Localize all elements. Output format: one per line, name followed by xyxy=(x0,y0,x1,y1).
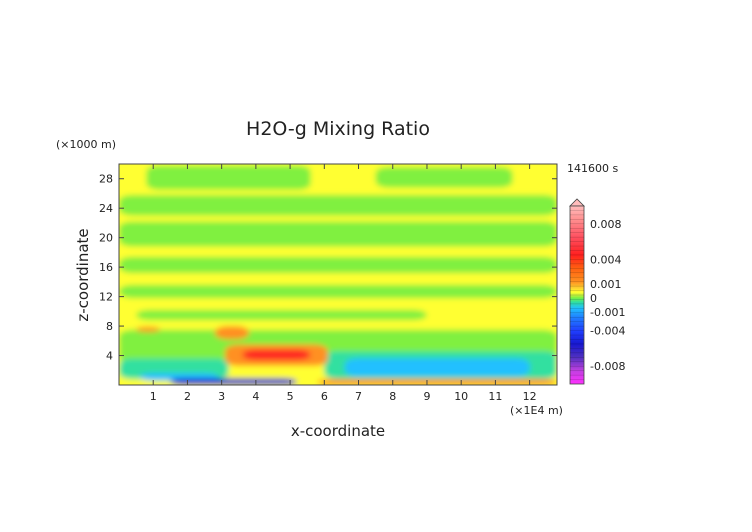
colorbar-label: 0.004 xyxy=(590,253,622,266)
y-tick-label: 20 xyxy=(99,232,113,245)
colorbar-label: -0.001 xyxy=(590,306,625,319)
contour-region xyxy=(136,326,161,332)
x-tick-label: 9 xyxy=(423,390,430,403)
x-tick-label: 12 xyxy=(523,390,537,403)
x-tick-label: 3 xyxy=(218,390,225,403)
colorbar-scale xyxy=(569,205,585,385)
y-axis: 4 8 12 16 20 24 28 xyxy=(99,173,557,363)
x-tick-label: 11 xyxy=(488,390,502,403)
contour-region xyxy=(242,349,311,360)
contour-region xyxy=(119,221,557,247)
contour-region xyxy=(119,256,557,274)
x-tick-label: 4 xyxy=(252,390,259,403)
plot-area xyxy=(119,164,557,385)
y-axis-label: z-coordinate xyxy=(74,228,92,321)
contour-region xyxy=(214,326,250,340)
colorbar-label: 0.001 xyxy=(590,278,622,291)
y-tick-label: 4 xyxy=(106,350,113,363)
contour-region xyxy=(136,309,427,321)
colorbar-label: 0.008 xyxy=(590,218,622,231)
x-tick-label: 7 xyxy=(355,390,362,403)
x-tick-label: 1 xyxy=(150,390,157,403)
x-axis: 1 2 3 4 5 6 7 8 9 10 11 12 xyxy=(150,164,537,403)
contour-region xyxy=(317,379,557,385)
contour-region xyxy=(146,165,311,190)
x-tick-label: 5 xyxy=(287,390,294,403)
y-tick-label: 28 xyxy=(99,173,113,186)
contour-region xyxy=(119,194,557,216)
x-unit-label: (×1E4 m) xyxy=(510,404,563,417)
x-axis-label: x-coordinate xyxy=(291,422,385,440)
contour-region xyxy=(170,378,297,385)
time-label: 141600 s xyxy=(567,162,618,175)
chart-title: H2O-g Mixing Ratio xyxy=(246,118,430,140)
colorbar-label: 0 xyxy=(590,292,597,305)
y-tick-label: 16 xyxy=(99,261,113,274)
contour-region xyxy=(119,284,557,299)
colorbar-top-arrow xyxy=(569,198,585,207)
y-tick-label: 24 xyxy=(99,202,113,215)
x-tick-label: 8 xyxy=(389,390,396,403)
x-tick-label: 6 xyxy=(321,390,328,403)
contour-region xyxy=(375,166,513,188)
x-tick-label: 10 xyxy=(454,390,468,403)
colorbar-label: -0.004 xyxy=(590,325,625,338)
y-unit-label: (×1000 m) xyxy=(56,138,116,151)
y-tick-label: 8 xyxy=(106,320,113,333)
y-tick-label: 12 xyxy=(99,291,113,304)
plot-frame xyxy=(118,163,558,386)
colorbar-label: -0.008 xyxy=(590,360,625,373)
contour-region xyxy=(344,358,530,377)
x-tick-label: 2 xyxy=(184,390,191,403)
